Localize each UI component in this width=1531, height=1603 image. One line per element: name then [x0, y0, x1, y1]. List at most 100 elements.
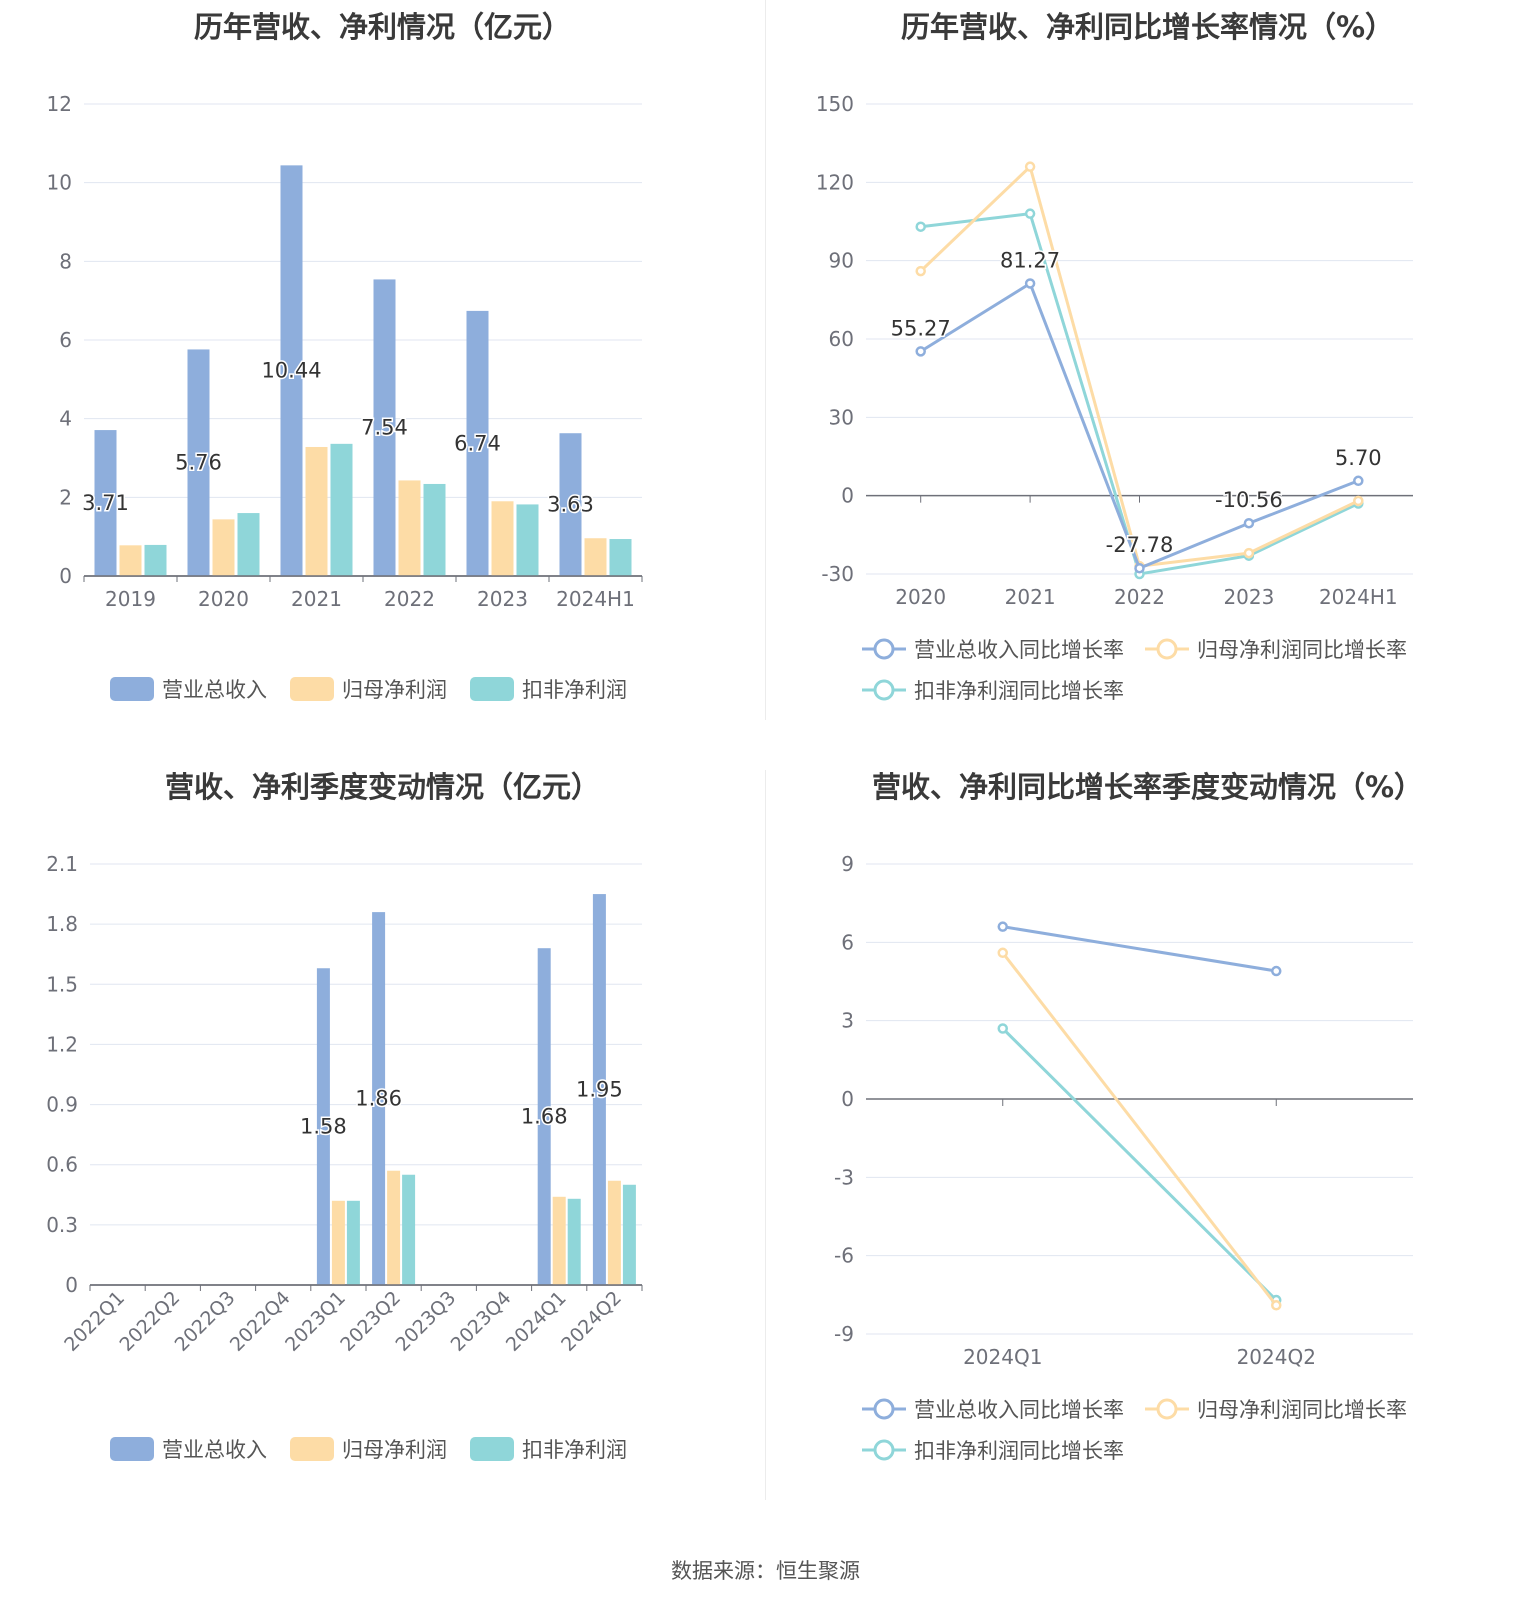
annual-growth-panel: 历年营收、净利同比增长率情况（%） -30 0 30 60 90 120 150 2020 20… — [765, 0, 1530, 780]
bar — [187, 349, 210, 576]
x-tick-label: 2022Q2 — [115, 1287, 184, 1356]
x-tick-label: 2021 — [291, 587, 342, 611]
x-tick-label: 2024H1 — [556, 587, 635, 611]
x-tick-label: 2024Q1 — [963, 1345, 1042, 1369]
data-point — [1134, 562, 1145, 574]
y-tick-label: 2 — [59, 485, 72, 509]
data-point — [915, 265, 926, 277]
legend-swatch-marker — [873, 679, 895, 701]
bar — [346, 1200, 360, 1285]
data-label: 7.54 — [361, 416, 408, 440]
x-tick-label: 2023Q1 — [281, 1287, 350, 1356]
quarterly-growth-chart: -9 -6 -3 0 3 6 9 2024Q1 2024Q2 营业总收入同比增长率 归母净利润同比增… — [834, 852, 1413, 1463]
data-point — [1024, 161, 1036, 172]
y-tick-label: 1.5 — [46, 972, 78, 996]
x-tick-label: 2024H1 — [1319, 585, 1398, 609]
y-tick-label: 0 — [841, 1087, 854, 1111]
data-point — [1271, 1300, 1282, 1311]
data-point — [1353, 475, 1364, 487]
bar — [537, 948, 551, 1285]
y-tick-label: 4 — [59, 407, 72, 431]
bar — [398, 480, 421, 576]
bar — [331, 1200, 345, 1285]
x-tick-label: 2021 — [1005, 585, 1056, 609]
bar — [373, 279, 396, 576]
bar — [144, 544, 167, 576]
x-tick-label: 2024Q2 — [1237, 1345, 1316, 1369]
legend-label: 归母净利润 — [342, 1438, 447, 1462]
y-tick-label: 6 — [841, 930, 854, 954]
x-tick-label: 2022Q1 — [60, 1287, 129, 1356]
bar — [237, 513, 260, 576]
data-point — [997, 921, 1008, 932]
y-tick-label: -9 — [834, 1322, 854, 1346]
chart-title: 历年营收、净利同比增长率情况（%） — [900, 10, 1395, 44]
x-tick-label: 2023Q2 — [336, 1287, 405, 1356]
x-tick-label: 2023 — [477, 587, 528, 611]
bar — [305, 446, 328, 576]
x-tick-label: 2023Q4 — [447, 1287, 516, 1356]
data-point — [997, 947, 1008, 959]
data-point — [1243, 547, 1255, 559]
y-tick-label: 6 — [59, 328, 72, 352]
series-line — [1001, 1027, 1278, 1302]
y-tick-label: 1.8 — [46, 912, 78, 936]
legend-label: 营业总收入同比增长率 — [914, 638, 1124, 662]
data-label: 1.95 — [576, 1078, 623, 1102]
data-label: 81.27 — [1000, 248, 1060, 272]
bar — [94, 430, 117, 576]
data-point — [1024, 208, 1036, 219]
legend-swatch-marker — [873, 1439, 895, 1461]
y-tick-label: 8 — [59, 249, 72, 273]
quarterly-amounts-panel: 营收、净利季度变动情况（亿元） 0 0.3 0.6 0.9 1.2 1.5 1.8 2.1 20… — [0, 760, 765, 1540]
data-point — [1024, 278, 1036, 289]
data-point — [915, 346, 926, 357]
bar — [584, 538, 607, 576]
legend-label: 营业总收入同比增长率 — [914, 1398, 1124, 1422]
y-tick-label: 150 — [816, 92, 854, 116]
y-tick-label: 10 — [47, 171, 72, 195]
data-point — [1243, 517, 1255, 529]
y-tick-label: 3 — [841, 1009, 854, 1033]
data-point — [997, 1023, 1008, 1034]
chart-title: 营收、净利季度变动情况（亿元） — [164, 770, 600, 804]
y-tick-label: 120 — [816, 170, 854, 194]
legend-swatch — [290, 1437, 334, 1461]
data-label: 1.68 — [521, 1105, 568, 1129]
data-label: 55.27 — [891, 316, 951, 340]
x-tick-label: 2022Q3 — [171, 1287, 240, 1356]
legend-swatch — [110, 1437, 154, 1461]
data-label: 5.70 — [1335, 446, 1382, 470]
y-tick-label: -30 — [821, 562, 854, 586]
x-tick-label: 2023Q3 — [391, 1287, 460, 1356]
vertical-divider — [765, 770, 766, 1500]
y-tick-label: -6 — [834, 1244, 854, 1268]
legend-label: 归母净利润 — [342, 678, 447, 702]
bar — [552, 1196, 566, 1285]
bar — [592, 894, 606, 1285]
y-tick-label: 12 — [47, 92, 72, 116]
bar — [622, 1184, 636, 1285]
x-tick-label: 2019 — [105, 587, 156, 611]
x-tick-label: 2020 — [198, 587, 249, 611]
y-tick-label: 2.1 — [46, 852, 78, 876]
legend-label: 归母净利润同比增长率 — [1197, 1398, 1407, 1422]
bar — [466, 310, 489, 576]
data-label: 1.58 — [300, 1115, 347, 1139]
y-tick-label: 90 — [829, 249, 854, 273]
data-label: -27.78 — [1106, 533, 1174, 557]
legend-label: 归母净利润同比增长率 — [1197, 638, 1407, 662]
y-tick-label: 60 — [829, 327, 854, 351]
x-tick-label: 2022 — [1114, 585, 1165, 609]
y-tick-label: -3 — [834, 1165, 854, 1189]
legend-swatch-marker — [1156, 1398, 1178, 1420]
bar — [330, 443, 353, 576]
legend-label: 扣非净利润 — [522, 1438, 627, 1462]
bar — [559, 433, 582, 576]
annual-amounts-chart: 0 2 4 6 8 10 12 2019 3.71 2020 5.76 2021 10.44 2022 7.… — [47, 92, 643, 702]
vertical-divider — [765, 0, 766, 720]
bar — [491, 501, 514, 576]
bar — [567, 1198, 581, 1285]
quarterly-amounts-chart: 0 0.3 0.6 0.9 1.2 1.5 1.8 2.1 2022Q12022Q22022Q3… — [46, 852, 643, 1462]
bar — [316, 968, 330, 1285]
